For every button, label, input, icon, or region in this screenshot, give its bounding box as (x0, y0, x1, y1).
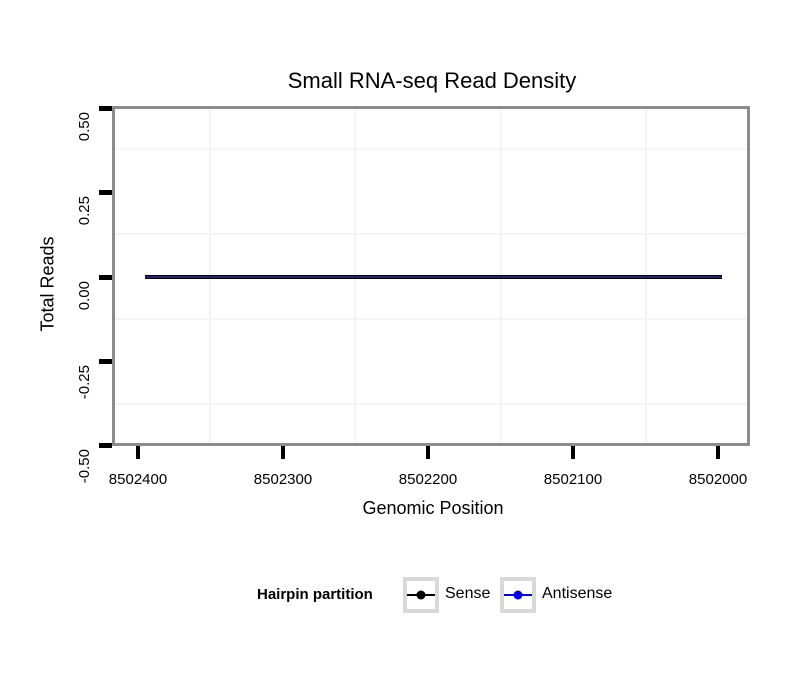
gridline-horizontal-minor (115, 233, 747, 235)
y-tick-label: -0.50 (76, 449, 93, 484)
y-tick (99, 443, 112, 448)
y-tick (99, 106, 112, 111)
legend-key-antisense (500, 577, 536, 613)
series-line-sense-antisense-overlap (145, 275, 722, 279)
y-tick-label: 0.50 (76, 112, 93, 142)
x-tick-label: 8502100 (543, 471, 603, 488)
legend-key-sense (403, 577, 439, 613)
gridline-horizontal-minor (115, 403, 747, 405)
x-tick (716, 446, 720, 459)
legend-key-dot-antisense (513, 590, 523, 600)
x-tick (571, 446, 575, 459)
y-tick (99, 359, 112, 364)
chart-title: Small RNA-seq Read Density (287, 68, 577, 93)
y-tick (99, 275, 112, 280)
legend-title: Hairpin partition (257, 586, 373, 603)
series-line-antisense-core (145, 276, 722, 278)
legend-label-antisense: Antisense (542, 585, 613, 602)
x-tick (281, 446, 285, 459)
gridline-horizontal-minor (115, 318, 747, 320)
x-tick (426, 446, 430, 459)
legend-label-sense: Sense (445, 585, 491, 602)
y-tick-label: 0.00 (76, 281, 93, 311)
x-tick-label: 8502300 (253, 471, 313, 488)
x-tick-label: 8502000 (688, 471, 748, 488)
plot-panel (112, 106, 750, 446)
y-tick-label: 0.25 (76, 196, 93, 226)
x-axis-title: Genomic Position (362, 498, 504, 518)
legend-key-dot-sense (416, 590, 426, 600)
x-tick (136, 446, 140, 459)
y-tick-label: -0.25 (76, 365, 93, 400)
x-tick-label: 8502400 (108, 471, 168, 488)
y-axis-title: Total Reads (37, 236, 58, 332)
x-tick-label: 8502200 (398, 471, 458, 488)
gridline-horizontal-minor (115, 148, 747, 150)
y-tick (99, 190, 112, 195)
